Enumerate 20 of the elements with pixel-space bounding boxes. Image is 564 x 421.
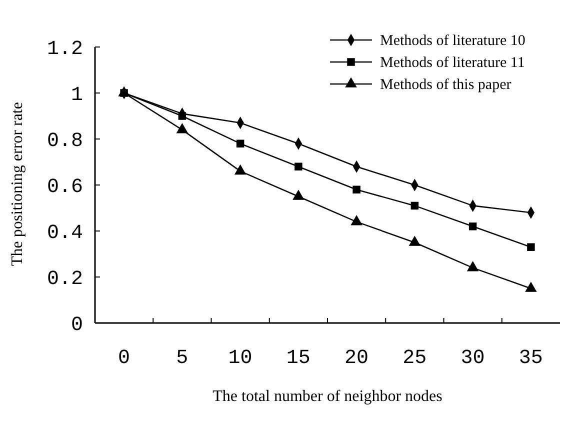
x-tick-label: 20	[344, 347, 369, 370]
y-tick-label: 0.4	[46, 222, 83, 245]
legend-label: Methods of this paper	[380, 77, 512, 93]
y-tick-label: 0.6	[46, 176, 83, 199]
x-axis-title: The total number of neighbor nodes	[212, 388, 442, 405]
y-tick-label: 1	[70, 84, 83, 107]
y-tick-label: 0.2	[46, 268, 83, 291]
x-tick-label: 25	[402, 347, 427, 370]
x-tick-label: 30	[460, 347, 485, 370]
x-tick-label: 0	[118, 347, 130, 370]
y-tick-label: 0.8	[46, 130, 83, 153]
x-tick-label: 15	[286, 347, 310, 370]
y-tick-label: 1.2	[46, 38, 83, 61]
x-tick-label: 5	[176, 347, 188, 370]
x-tick-label: 10	[228, 347, 252, 370]
legend-label: Methods of literature 11	[380, 55, 525, 71]
x-tick-label: 35	[518, 347, 543, 370]
y-axis-title: The positioning error rate	[9, 102, 26, 266]
y-tick-label: 0	[70, 314, 83, 337]
legend-label: Methods of literature 10	[380, 33, 526, 49]
